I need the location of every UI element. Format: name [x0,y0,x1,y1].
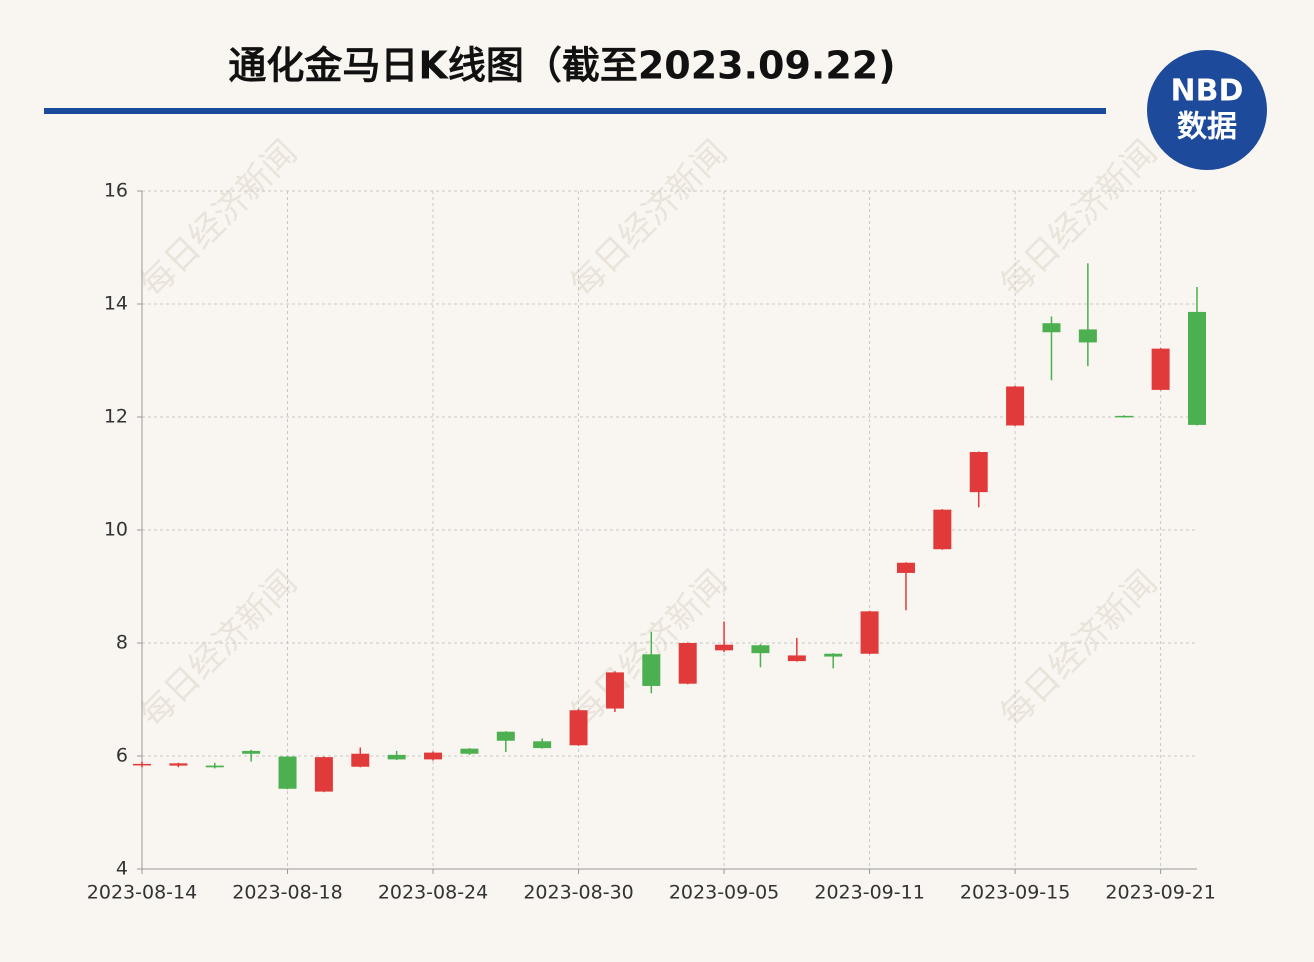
logo-circle [1147,50,1267,170]
candle-body [278,756,297,789]
candle-body [1042,323,1061,333]
candle-body [715,644,734,651]
candle-body [751,645,770,654]
candle-body [1078,329,1097,343]
x-tick-label: 2023-08-18 [232,882,342,904]
y-tick-label: 16 [104,180,128,202]
y-tick-label: 8 [116,632,128,654]
x-tick-label: 2023-08-30 [523,882,633,904]
candle-body [860,611,879,654]
candle-body [387,754,406,760]
y-tick-label: 10 [104,519,128,541]
candle-body [969,452,988,493]
y-tick-label: 6 [116,745,128,767]
y-tick-label: 12 [104,406,128,428]
candle-body [642,654,661,686]
plot: 4 6 8 10 12 14 16 2023-08-14 2023-08-18 2023-08-2… [87,180,1216,904]
candle-body [605,672,624,709]
logo-bottom: 数据 [1177,110,1237,145]
x-tick-label: 2023-09-11 [814,882,924,904]
candle-body [496,731,515,741]
candle-body [242,750,261,754]
candle-body [1115,415,1134,418]
candle-body [533,741,552,749]
candle-body [678,643,697,684]
candle-body [787,655,806,662]
x-tick-label: 2023-08-14 [87,882,197,904]
candle-body [460,748,479,754]
candle-body [569,710,588,746]
y-tick-label: 14 [104,293,128,315]
logo-top: NBD [1171,74,1244,109]
candle-body [351,753,370,767]
title-rule [44,108,1106,114]
x-tick-label: 2023-09-05 [669,882,779,904]
chart-title: 通化金马日K线图（截至2023.09.22) [228,44,895,88]
candle-body [933,509,952,550]
x-tick-label: 2023-09-15 [960,882,1070,904]
candle-body [169,763,188,766]
candle-body [1151,348,1170,390]
x-tick-label: 2023-09-21 [1105,882,1215,904]
candle-body [896,562,915,573]
candle-body [205,765,224,768]
x-tick-label: 2023-08-24 [378,882,488,904]
candle-body [133,763,151,766]
candle-body [1006,386,1025,426]
candle-body [314,757,333,792]
candle-body [824,653,843,657]
candle-body [1188,311,1206,425]
y-tick-label: 4 [116,858,128,880]
candle-body [424,752,443,760]
